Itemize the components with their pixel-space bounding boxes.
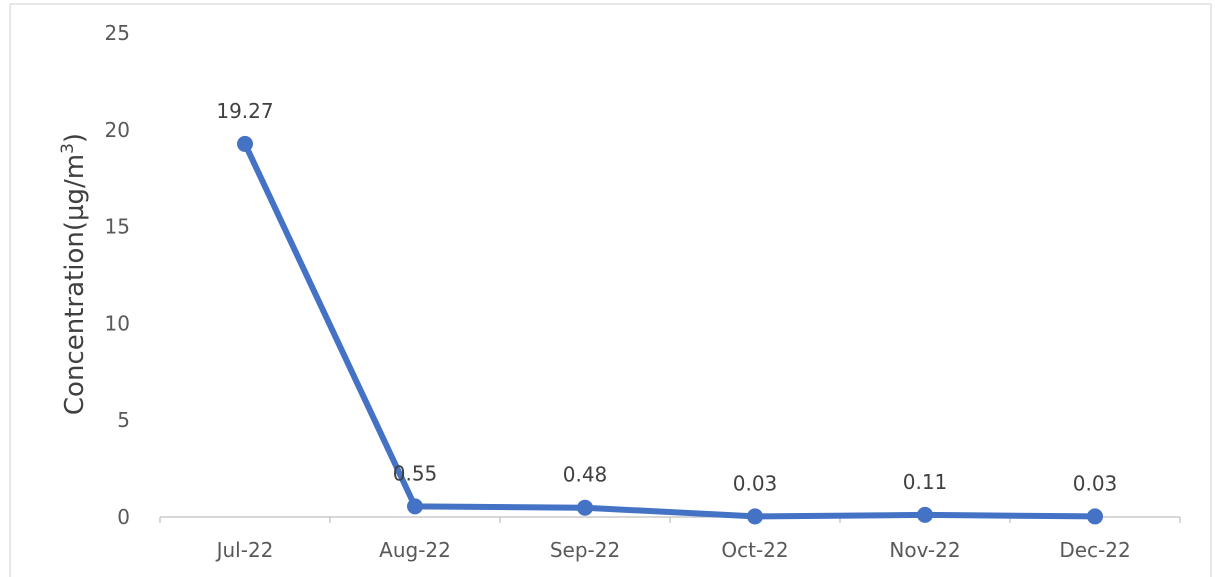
y-tick-label: 5 <box>117 408 130 432</box>
x-tick-label: Oct-22 <box>721 538 788 562</box>
x-tick-label: Dec-22 <box>1059 538 1130 562</box>
y-tick-label: 10 <box>105 311 130 335</box>
data-point-marker <box>1087 508 1103 525</box>
x-tick-label: Sep-22 <box>550 538 620 562</box>
x-axis-ticks: Jul-22 Aug-22 Sep-22 Oct-22 Nov-22 Dec-22 <box>215 538 1131 562</box>
data-point-marker <box>917 506 933 523</box>
data-label: 0.55 <box>393 461 438 485</box>
y-axis-title-superscript: 3 <box>58 143 78 154</box>
x-tick-label: Jul-22 <box>215 538 274 562</box>
y-axis-ticks: 0 5 10 15 20 25 <box>105 21 130 529</box>
y-axis-title-suffix: ) <box>60 133 90 143</box>
y-axis-title-main: Concentration(µg/m <box>60 154 90 415</box>
data-label: 0.03 <box>733 471 778 495</box>
data-point-marker <box>747 508 763 525</box>
data-point-marker <box>577 499 593 516</box>
data-label: 19.27 <box>216 99 273 123</box>
y-tick-label: 15 <box>105 215 130 239</box>
y-tick-label: 25 <box>105 21 130 45</box>
data-point-marker <box>407 498 423 515</box>
y-tick-label: 20 <box>105 118 130 142</box>
data-point-marker <box>237 135 253 152</box>
series-line-group <box>237 135 1103 525</box>
x-tick-label: Nov-22 <box>889 538 960 562</box>
y-tick-label: 0 <box>117 505 130 529</box>
data-label: 0.03 <box>1073 471 1118 495</box>
data-label: 0.11 <box>903 470 948 494</box>
series-line <box>242 140 1098 520</box>
data-labels: 19.27 0.55 0.48 0.03 0.11 0.03 <box>216 99 1117 495</box>
x-tick-label: Aug-22 <box>379 538 451 562</box>
y-axis-title: Concentration(µg/m3) <box>58 133 90 415</box>
data-label: 0.48 <box>563 463 608 487</box>
